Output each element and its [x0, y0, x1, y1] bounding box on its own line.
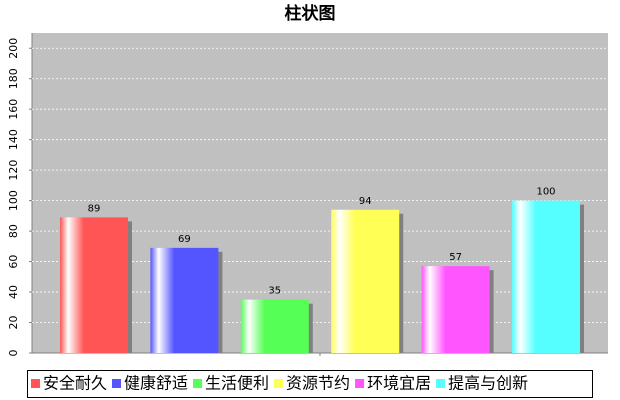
legend-label: 安全耐久 — [43, 374, 107, 393]
y-tick-label: 160 — [7, 99, 20, 120]
legend-swatch — [31, 379, 40, 388]
bar — [331, 209, 400, 353]
chart-title: 柱状图 — [285, 3, 336, 24]
y-tick-label: 40 — [7, 285, 20, 299]
value-label: 94 — [359, 196, 372, 207]
bar — [240, 299, 309, 353]
bar — [60, 217, 128, 353]
y-tick-label: 0 — [7, 350, 20, 357]
legend-swatch — [112, 379, 122, 388]
y-tick-label: 180 — [7, 68, 20, 89]
value-label: 57 — [449, 252, 462, 263]
y-tick-label: 200 — [7, 38, 20, 59]
legend-label: 提高与创新 — [448, 374, 528, 393]
legend-swatch — [274, 379, 284, 388]
y-tick-label: 120 — [7, 160, 20, 181]
legend-label: 资源节约 — [286, 374, 350, 393]
legend-label: 健康舒适 — [124, 374, 188, 393]
legend — [27, 370, 593, 398]
bar — [150, 247, 219, 353]
bar — [421, 266, 490, 353]
value-label: 35 — [268, 286, 281, 297]
legend-label: 生活便利 — [205, 374, 269, 393]
legend-label: 环境宜居 — [367, 374, 431, 393]
bar — [512, 200, 580, 353]
value-label: 69 — [178, 234, 191, 245]
y-tick-label: 20 — [7, 316, 20, 330]
y-tick-label: 80 — [7, 224, 20, 238]
y-tick-label: 140 — [7, 129, 20, 150]
y-tick-label: 60 — [7, 255, 20, 269]
legend-swatch — [193, 379, 203, 388]
value-label: 100 — [536, 187, 555, 198]
legend-swatch — [436, 379, 446, 388]
y-tick-label: 100 — [7, 190, 20, 211]
value-label: 89 — [88, 203, 101, 214]
legend-swatch — [355, 379, 365, 388]
